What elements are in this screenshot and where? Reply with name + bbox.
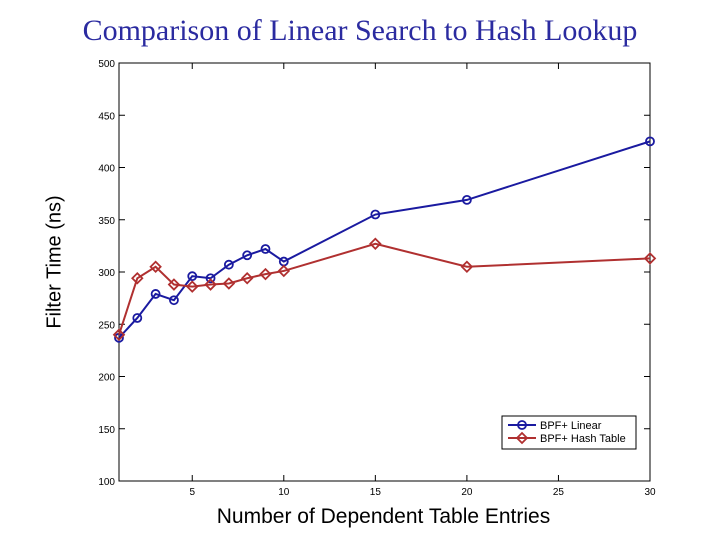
y-tick-label: 350 xyxy=(98,216,115,227)
data-point-circle xyxy=(517,420,527,430)
x-tick-label: 5 xyxy=(189,487,195,498)
x-axis-label: Number of Dependent Table Entries xyxy=(216,505,551,528)
y-tick-label: 150 xyxy=(98,425,115,436)
y-tick-label: 100 xyxy=(98,477,115,488)
data-point-circle xyxy=(150,289,161,299)
y-tick-label: 400 xyxy=(98,164,115,175)
y-tick-label: 450 xyxy=(98,111,115,122)
data-point-diamond xyxy=(369,237,382,251)
y-tick-label: 300 xyxy=(98,268,115,279)
data-point-diamond xyxy=(277,264,291,278)
series-hash-table xyxy=(112,237,657,341)
data-point-circle xyxy=(242,250,253,261)
legend-label: BPF+ Hash Table xyxy=(540,433,626,445)
data-point-diamond xyxy=(643,252,657,265)
data-point-diamond xyxy=(131,271,144,285)
data-point-diamond xyxy=(460,260,474,274)
series-line xyxy=(118,140,651,339)
data-point-circle xyxy=(205,273,216,284)
data-point-diamond xyxy=(112,328,126,341)
chart-title: Comparison of Linear Search to Hash Look… xyxy=(82,14,638,47)
series-line xyxy=(118,242,651,336)
data-point-diamond xyxy=(240,271,254,285)
legend-label: BPF+ Linear xyxy=(540,420,602,432)
data-point-circle xyxy=(645,136,655,147)
x-tick-label: 15 xyxy=(370,487,382,498)
y-tick-label: 250 xyxy=(98,320,115,331)
data-point-circle xyxy=(461,194,472,205)
x-tick-label: 25 xyxy=(553,487,565,498)
data-point-diamond xyxy=(259,267,272,281)
data-point-circle xyxy=(223,259,234,270)
x-tick-label: 30 xyxy=(644,487,656,498)
data-point-circle xyxy=(370,209,381,220)
x-tick-label: 20 xyxy=(461,487,473,498)
data-point-circle xyxy=(187,271,198,282)
data-point-circle xyxy=(169,295,179,306)
data-point-diamond xyxy=(204,278,217,291)
series-linear xyxy=(114,136,655,343)
series-layer xyxy=(112,136,657,343)
x-tick-label: 10 xyxy=(278,487,290,498)
data-point-diamond xyxy=(515,431,529,445)
plot-area xyxy=(118,62,651,482)
data-point-diamond xyxy=(222,277,236,290)
data-point-diamond xyxy=(149,260,162,274)
data-point-diamond xyxy=(167,278,181,291)
data-point-circle xyxy=(260,244,271,254)
axis-ticks: 100 150 200 250 300 350 400 450 500 5 10 15 20 25 30 xyxy=(98,59,656,498)
data-point-diamond xyxy=(185,280,199,293)
y-tick-label: 200 xyxy=(98,373,115,384)
data-point-circle xyxy=(132,313,143,323)
y-tick-label: 500 xyxy=(98,59,115,70)
